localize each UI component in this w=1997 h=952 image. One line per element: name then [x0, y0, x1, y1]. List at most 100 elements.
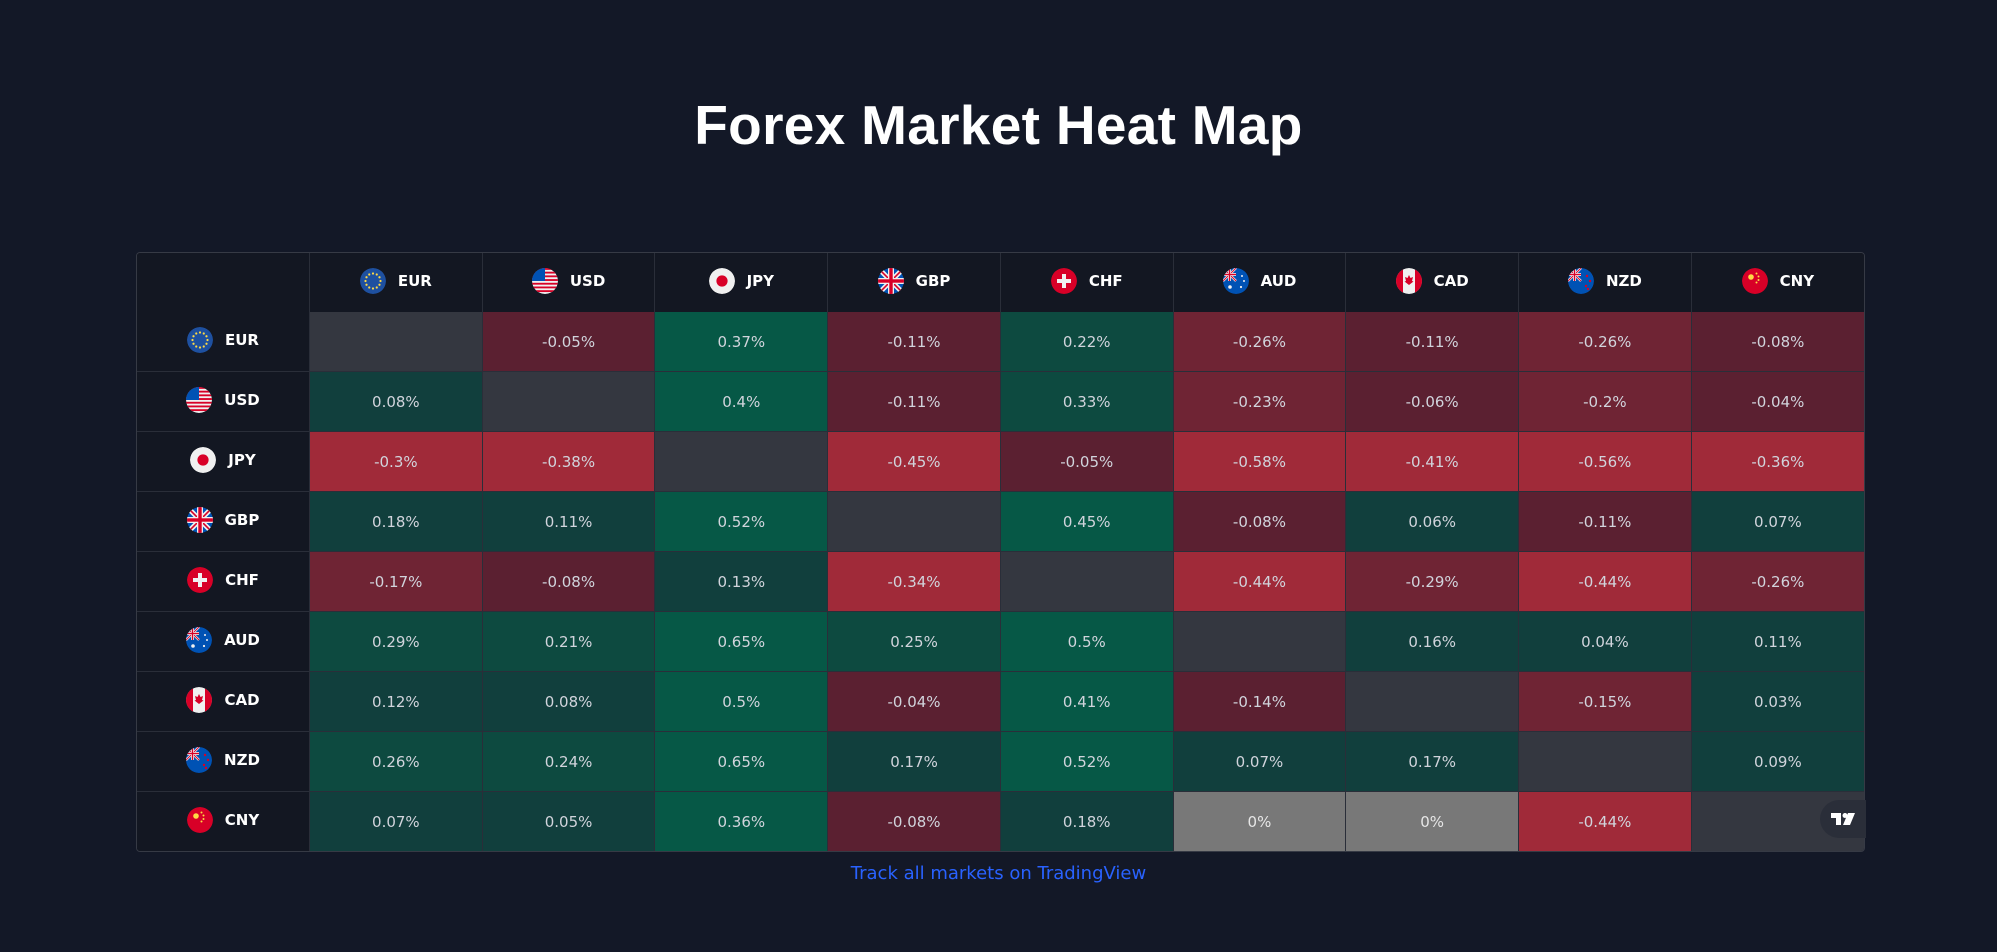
rate-cell[interactable]: 0.11%: [481, 491, 656, 552]
tradingview-link[interactable]: Track all markets on TradingView: [850, 863, 1147, 884]
rate-cell[interactable]: -0.29%: [1345, 551, 1520, 612]
rate-cell[interactable]: -0.11%: [827, 371, 1001, 432]
rate-cell[interactable]: 0.21%: [481, 611, 656, 672]
rate-cell[interactable]: -0.41%: [1345, 431, 1520, 492]
row-header-eur[interactable]: EUR: [137, 312, 310, 372]
rate-cell[interactable]: 0.52%: [654, 491, 829, 552]
rate-cell[interactable]: 0.07%: [1690, 491, 1864, 552]
rate-cell[interactable]: -0.11%: [1518, 491, 1692, 552]
rate-cell[interactable]: -0.17%: [309, 551, 483, 612]
rate-cell[interactable]: -0.08%: [1690, 312, 1864, 372]
column-header-usd[interactable]: USD: [481, 253, 656, 312]
rate-cell[interactable]: -0.58%: [1172, 431, 1347, 492]
column-header-aud[interactable]: AUD: [1172, 253, 1347, 312]
column-header-nzd[interactable]: NZD: [1518, 253, 1692, 312]
rate-cell[interactable]: -0.26%: [1518, 312, 1692, 372]
rate-cell[interactable]: -0.14%: [1172, 671, 1347, 732]
rate-cell[interactable]: -0.06%: [1345, 371, 1520, 432]
rate-cell[interactable]: 0.17%: [827, 731, 1001, 792]
currency-code: EUR: [225, 330, 259, 349]
rate-cell[interactable]: 0.11%: [1690, 611, 1864, 672]
rate-cell[interactable]: -0.08%: [1172, 491, 1347, 552]
rate-cell[interactable]: 0.5%: [999, 611, 1174, 672]
column-header-jpy[interactable]: JPY: [654, 253, 829, 312]
table-row: CNY 0.07% 0.05% 0.36% -0.08% 0.18% 0% 0% -0.44%: [137, 791, 1864, 851]
row-header-gbp[interactable]: GBP: [137, 491, 310, 552]
rate-cell[interactable]: 0.13%: [654, 551, 829, 612]
column-header-gbp[interactable]: GBP: [827, 253, 1001, 312]
row-header-usd[interactable]: USD: [137, 371, 310, 432]
rate-cell[interactable]: 0.65%: [654, 731, 829, 792]
rate-cell[interactable]: -0.26%: [1690, 551, 1864, 612]
rate-cell[interactable]: -0.08%: [481, 551, 656, 612]
rate-cell[interactable]: 0.33%: [999, 371, 1174, 432]
row-header-chf[interactable]: CHF: [137, 551, 310, 612]
rate-cell[interactable]: -0.2%: [1518, 371, 1692, 432]
rate-cell[interactable]: 0.45%: [999, 491, 1174, 552]
rate-cell[interactable]: -0.38%: [481, 431, 656, 492]
row-header-cad[interactable]: CAD: [137, 671, 310, 732]
rate-cell[interactable]: -0.04%: [1690, 371, 1864, 432]
rate-cell[interactable]: 0.65%: [654, 611, 829, 672]
rate-cell[interactable]: -0.05%: [481, 312, 656, 372]
rate-cell[interactable]: 0.36%: [654, 791, 829, 851]
rate-cell[interactable]: 0.03%: [1690, 671, 1864, 732]
rate-cell[interactable]: 0%: [1172, 791, 1347, 851]
rate-cell[interactable]: 0.25%: [827, 611, 1001, 672]
rate-cell[interactable]: -0.08%: [827, 791, 1001, 851]
rate-cell[interactable]: 0.29%: [309, 611, 483, 672]
tradingview-logo-icon[interactable]: [1820, 800, 1866, 838]
rate-cell[interactable]: -0.11%: [1345, 312, 1520, 372]
table-row: USD 0.08% 0.4% -0.11% 0.33% -0.23% -0.06% -0.2%…: [137, 371, 1864, 432]
rate-cell[interactable]: 0.26%: [309, 731, 483, 792]
rate-cell[interactable]: 0.07%: [309, 791, 483, 851]
empty-cell: [481, 371, 656, 432]
currency-label-group: CHF: [187, 566, 259, 593]
rate-cell[interactable]: 0.17%: [1345, 731, 1520, 792]
rate-cell[interactable]: -0.23%: [1172, 371, 1347, 432]
rate-cell[interactable]: 0.08%: [481, 671, 656, 732]
rate-cell[interactable]: -0.04%: [827, 671, 1001, 732]
row-header-jpy[interactable]: JPY: [137, 431, 310, 492]
rate-cell[interactable]: 0.18%: [309, 491, 483, 552]
empty-cell: [309, 312, 483, 372]
rate-cell[interactable]: -0.45%: [827, 431, 1001, 492]
row-header-cny[interactable]: CNY: [137, 791, 310, 851]
rate-cell[interactable]: -0.36%: [1690, 431, 1864, 492]
rate-cell[interactable]: -0.44%: [1172, 551, 1347, 612]
rate-cell[interactable]: -0.3%: [309, 431, 483, 492]
rate-cell[interactable]: 0.16%: [1345, 611, 1520, 672]
column-header-cad[interactable]: CAD: [1345, 253, 1520, 312]
rate-cell[interactable]: 0%: [1345, 791, 1520, 851]
rate-cell[interactable]: 0.41%: [999, 671, 1174, 732]
rate-cell[interactable]: 0.52%: [999, 731, 1174, 792]
rate-cell[interactable]: 0.09%: [1690, 731, 1864, 792]
rate-cell[interactable]: -0.56%: [1518, 431, 1692, 492]
rate-cell[interactable]: -0.44%: [1518, 791, 1692, 851]
rate-cell[interactable]: 0.5%: [654, 671, 829, 732]
rate-cell[interactable]: -0.05%: [999, 431, 1174, 492]
rate-cell[interactable]: -0.15%: [1518, 671, 1692, 732]
rate-cell[interactable]: -0.11%: [827, 312, 1001, 372]
row-header-nzd[interactable]: NZD: [137, 731, 310, 792]
rate-cell[interactable]: 0.05%: [481, 791, 656, 851]
column-header-eur[interactable]: EUR: [309, 253, 483, 312]
rate-cell[interactable]: 0.22%: [999, 312, 1174, 372]
rate-cell[interactable]: 0.24%: [481, 731, 656, 792]
empty-cell: [827, 491, 1001, 552]
row-header-aud[interactable]: AUD: [137, 611, 310, 672]
rate-cell[interactable]: 0.08%: [309, 371, 483, 432]
rate-cell[interactable]: 0.06%: [1345, 491, 1520, 552]
rate-cell[interactable]: -0.44%: [1518, 551, 1692, 612]
rate-cell[interactable]: 0.12%: [309, 671, 483, 732]
column-header-cny[interactable]: CNY: [1690, 253, 1864, 312]
rate-cell[interactable]: 0.37%: [654, 312, 829, 372]
rate-cell[interactable]: 0.4%: [654, 371, 829, 432]
rate-cell[interactable]: -0.26%: [1172, 312, 1347, 372]
uk-flag-icon: [186, 506, 213, 533]
rate-cell[interactable]: -0.34%: [827, 551, 1001, 612]
column-header-chf[interactable]: CHF: [999, 253, 1174, 312]
rate-cell[interactable]: 0.07%: [1172, 731, 1347, 792]
rate-cell[interactable]: 0.04%: [1518, 611, 1692, 672]
rate-cell[interactable]: 0.18%: [999, 791, 1174, 851]
